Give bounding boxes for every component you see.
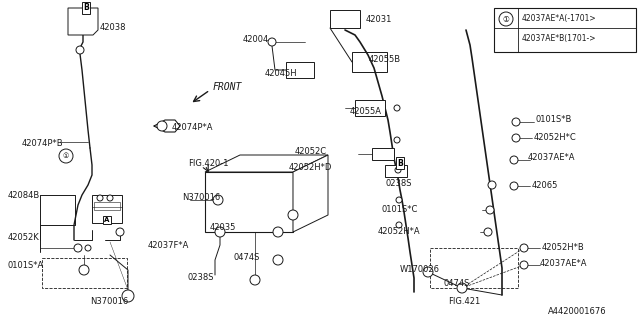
Circle shape (510, 156, 518, 164)
Circle shape (85, 245, 91, 251)
Circle shape (486, 206, 494, 214)
Text: B: B (397, 158, 403, 167)
Bar (494, 8, 636, 52)
Text: A: A (104, 217, 109, 223)
Circle shape (512, 134, 520, 142)
Circle shape (520, 244, 528, 252)
Text: W170026: W170026 (400, 265, 440, 274)
Text: 42052H*C: 42052H*C (534, 132, 577, 141)
Text: 42074P*B: 42074P*B (22, 139, 63, 148)
Text: 0474S: 0474S (444, 279, 470, 289)
Circle shape (215, 227, 225, 237)
Bar (286, 62, 314, 78)
Text: 0238S: 0238S (385, 179, 412, 188)
Text: FIG.420-1: FIG.420-1 (188, 158, 228, 167)
Polygon shape (330, 10, 360, 28)
Circle shape (273, 255, 283, 265)
Circle shape (499, 12, 513, 26)
Text: 42052H*A: 42052H*A (378, 228, 420, 236)
Circle shape (288, 210, 298, 220)
Text: 0474S: 0474S (233, 253, 259, 262)
Bar (372, 148, 394, 160)
Bar (94, 202, 120, 210)
Bar (355, 100, 385, 116)
Circle shape (394, 105, 400, 111)
Text: 42084B: 42084B (8, 191, 40, 201)
Text: 42037AE*A: 42037AE*A (540, 260, 588, 268)
Text: 42055B: 42055B (369, 55, 401, 65)
Text: 42052H*D: 42052H*D (289, 164, 332, 172)
Text: 42065: 42065 (532, 180, 558, 189)
Bar (352, 52, 387, 72)
Text: 42035: 42035 (210, 223, 236, 233)
Bar (42, 258, 127, 288)
Circle shape (76, 46, 84, 54)
Text: 0101S*C: 0101S*C (382, 205, 419, 214)
Circle shape (396, 197, 402, 203)
Text: 42037AE*B(1701->: 42037AE*B(1701-> (522, 34, 596, 43)
Text: 42037F*A: 42037F*A (148, 241, 189, 250)
Circle shape (488, 181, 496, 189)
Circle shape (484, 228, 492, 236)
Circle shape (457, 283, 467, 293)
Circle shape (59, 149, 73, 163)
Text: 42055A: 42055A (350, 107, 382, 116)
Text: N370016: N370016 (90, 297, 128, 306)
Circle shape (122, 290, 134, 302)
Circle shape (250, 275, 260, 285)
Bar (92, 195, 122, 223)
Text: 42037AE*A(-1701>: 42037AE*A(-1701> (522, 13, 596, 22)
Text: N370016: N370016 (182, 194, 220, 203)
Bar (205, 172, 293, 232)
Text: 42038: 42038 (100, 23, 127, 33)
Circle shape (213, 195, 223, 205)
Text: 42037AE*A: 42037AE*A (528, 154, 575, 163)
Text: 0238S: 0238S (187, 274, 214, 283)
Text: 42052C: 42052C (295, 147, 327, 156)
Polygon shape (68, 8, 98, 35)
Text: 42052K: 42052K (8, 234, 40, 243)
Text: ①: ① (502, 14, 509, 23)
Circle shape (396, 222, 402, 228)
Text: 0101S*B: 0101S*B (536, 116, 572, 124)
Text: ①: ① (63, 153, 69, 159)
Circle shape (423, 267, 433, 277)
Circle shape (520, 261, 528, 269)
Polygon shape (205, 155, 328, 172)
Circle shape (157, 121, 167, 131)
Circle shape (510, 182, 518, 190)
Circle shape (97, 195, 103, 201)
Text: B: B (83, 4, 89, 12)
Polygon shape (293, 155, 328, 232)
Text: 42052H*B: 42052H*B (542, 243, 585, 252)
Text: 42031: 42031 (366, 15, 392, 25)
Text: FIG.421: FIG.421 (448, 298, 480, 307)
Bar (385, 165, 407, 177)
Text: FRONT: FRONT (213, 82, 243, 92)
Text: 42074P*A: 42074P*A (172, 124, 214, 132)
Text: 42045H: 42045H (265, 69, 298, 78)
Circle shape (74, 244, 82, 252)
Circle shape (273, 227, 283, 237)
Circle shape (395, 167, 401, 173)
Circle shape (79, 265, 89, 275)
Circle shape (107, 195, 113, 201)
Bar (430, 248, 518, 288)
Circle shape (268, 38, 276, 46)
Text: 42004: 42004 (243, 36, 269, 44)
Text: A4420001676: A4420001676 (548, 308, 607, 316)
Circle shape (512, 118, 520, 126)
Text: 0101S*A: 0101S*A (8, 261, 44, 270)
Circle shape (394, 137, 400, 143)
Circle shape (116, 228, 124, 236)
